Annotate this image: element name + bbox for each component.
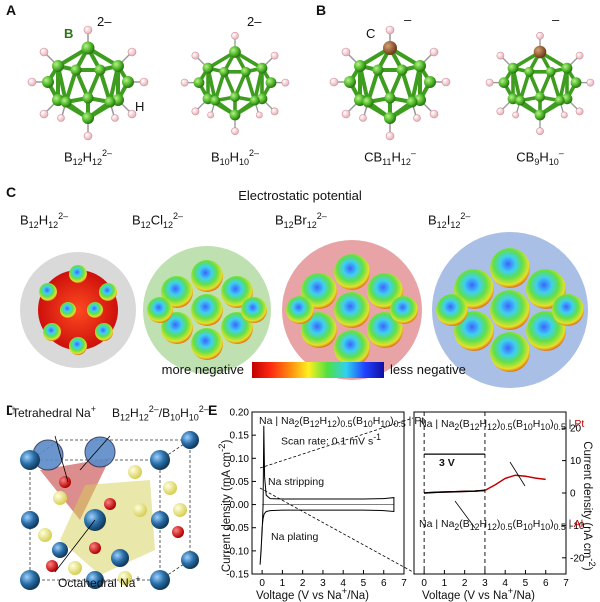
panel-label-a: A xyxy=(6,2,17,18)
x-tick-label: 7 xyxy=(563,578,569,589)
scale-label-more-negative: more negative xyxy=(161,362,244,377)
crystal-structure xyxy=(20,431,199,590)
pt-leader-line xyxy=(509,461,526,487)
x-tick-label: 1 xyxy=(442,578,448,589)
zoom-line-top xyxy=(259,417,414,469)
na-plating-label: Na plating xyxy=(271,531,319,543)
y-tick-label: -0.15 xyxy=(226,570,249,581)
atom-label-c: C xyxy=(366,26,376,41)
esp-color-scale xyxy=(252,362,384,378)
right-ticks: 0 1 2 3 4 5 6 7 -20 -10 0 10 20 xyxy=(421,424,585,589)
y-tick-label: -0.05 xyxy=(226,523,249,534)
na-stripping-label: Na stripping xyxy=(268,476,325,488)
formula-b12h12: B12H122– xyxy=(63,148,113,167)
x-tick-label: 2 xyxy=(462,578,468,589)
formula-b10h10: B10H102– xyxy=(210,148,260,167)
scan-rate-label: Scan rate: 0.1 mV s-1 xyxy=(281,432,381,448)
left-x-axis-label: Voltage (V vs Na+/Na) xyxy=(256,586,369,602)
y-tick-label: 0.10 xyxy=(230,454,250,465)
y-tick-label: 20 xyxy=(570,424,582,435)
charge-b10h10: 2– xyxy=(247,14,262,29)
x-tick-label: 1 xyxy=(280,578,286,589)
x-tick-label: 3 xyxy=(320,578,326,589)
charge-cb11h12: – xyxy=(404,12,412,27)
y-tick-label: 0.05 xyxy=(230,477,250,488)
formula-cb11h12: CB11H12– xyxy=(364,148,416,167)
x-tick-label: 2 xyxy=(300,578,306,589)
anion-label: B12H122–/B10H102– xyxy=(112,404,209,423)
y-tick-label: 10 xyxy=(570,456,582,467)
panel-label-e: E xyxy=(208,402,218,418)
esp-title: Electrostatic potential xyxy=(238,188,362,203)
right-pt-annotation: Na | Na2(B12H12)0.5(B10H10)0.5 | Pt xyxy=(419,418,585,433)
esp-sphere-cl xyxy=(143,246,271,374)
esp-label-cl: B12Cl122– xyxy=(132,211,183,230)
x-tick-label: 6 xyxy=(543,578,549,589)
scale-label-less-negative: less negative xyxy=(390,362,466,377)
esp-sphere-br xyxy=(282,240,422,380)
tetrahedral-na-label: Tetrahedral Na+ xyxy=(12,404,96,420)
esp-label-i: B12I122– xyxy=(428,211,471,230)
charge-cb9h10: – xyxy=(552,12,560,27)
octahedral-na-label: Octahedral Na+ xyxy=(58,574,141,590)
left-cell-annotation: Na | Na2(B12H12)0.5(B10H10)0.5 | Pt xyxy=(259,415,425,430)
left-y-axis-label: Current density (mA cm-2) xyxy=(217,439,233,573)
x-tick-label: 3 xyxy=(482,578,488,589)
esp-label-br: B12Br122– xyxy=(275,211,327,230)
panel-label-c: C xyxy=(6,184,17,200)
cb11h12-structure xyxy=(328,24,452,142)
x-tick-label: 5 xyxy=(361,578,367,589)
cluster-structures xyxy=(26,24,596,142)
al-curve xyxy=(424,489,485,494)
al-leader-line xyxy=(454,500,476,529)
y-tick-label: -10 xyxy=(570,521,585,532)
left-plot-frame xyxy=(251,411,405,575)
x-tick-label: 7 xyxy=(401,578,407,589)
y-tick-label: 0.00 xyxy=(230,500,250,511)
cv-charts: 0 1 2 3 4 5 6 7 -0.15 -0.10 -0.05 0.00 0.05 0.10 0.15 0… xyxy=(226,408,585,590)
cb9h10-structure xyxy=(484,30,596,137)
left-ticks: 0 1 2 3 4 5 6 7 -0.15 -0.10 -0.05 0.00 0.05 0.10 0.15 0… xyxy=(226,408,407,590)
x-tick-label: 4 xyxy=(340,578,346,589)
panel-label-d: D xyxy=(6,402,16,418)
zoom-line-bottom xyxy=(259,487,414,573)
y-tick-label: 0.20 xyxy=(230,408,250,419)
y-tick-label: -0.10 xyxy=(226,546,249,557)
formula-cb9h10: CB9H10– xyxy=(516,148,564,167)
right-x-axis-label: Voltage (V vs Na+/Na) xyxy=(422,586,535,602)
y-tick-label: 0 xyxy=(570,489,576,500)
x-tick-label: 4 xyxy=(502,578,508,589)
esp-sphere-h xyxy=(20,252,136,368)
right-al-annotation: Na | Na2(B12H12)0.5(B10H10)0.5 | Al xyxy=(419,518,584,533)
x-tick-label: 0 xyxy=(259,578,265,589)
esp-label-h: B12H122– xyxy=(20,211,69,230)
y-tick-label: 0.15 xyxy=(230,431,250,442)
x-tick-label: 5 xyxy=(523,578,529,589)
esp-sphere-i xyxy=(432,232,588,388)
panel-label-b: B xyxy=(316,2,327,18)
esp-maps xyxy=(20,232,588,388)
atom-label-b: B xyxy=(64,26,74,41)
x-tick-label: 0 xyxy=(421,578,427,589)
charge-b12h12: 2– xyxy=(97,14,112,29)
atom-label-h: H xyxy=(135,99,145,114)
right-y-axis-label: Current density (nA cm-2) xyxy=(581,441,597,571)
b12h12-structure xyxy=(26,24,150,142)
y-tick-label: -20 xyxy=(570,553,585,564)
b10h10-structure xyxy=(179,30,291,137)
left-cv-curve xyxy=(259,425,395,565)
x-tick-label: 6 xyxy=(381,578,387,589)
three-volt-label: 3 V xyxy=(439,457,455,469)
